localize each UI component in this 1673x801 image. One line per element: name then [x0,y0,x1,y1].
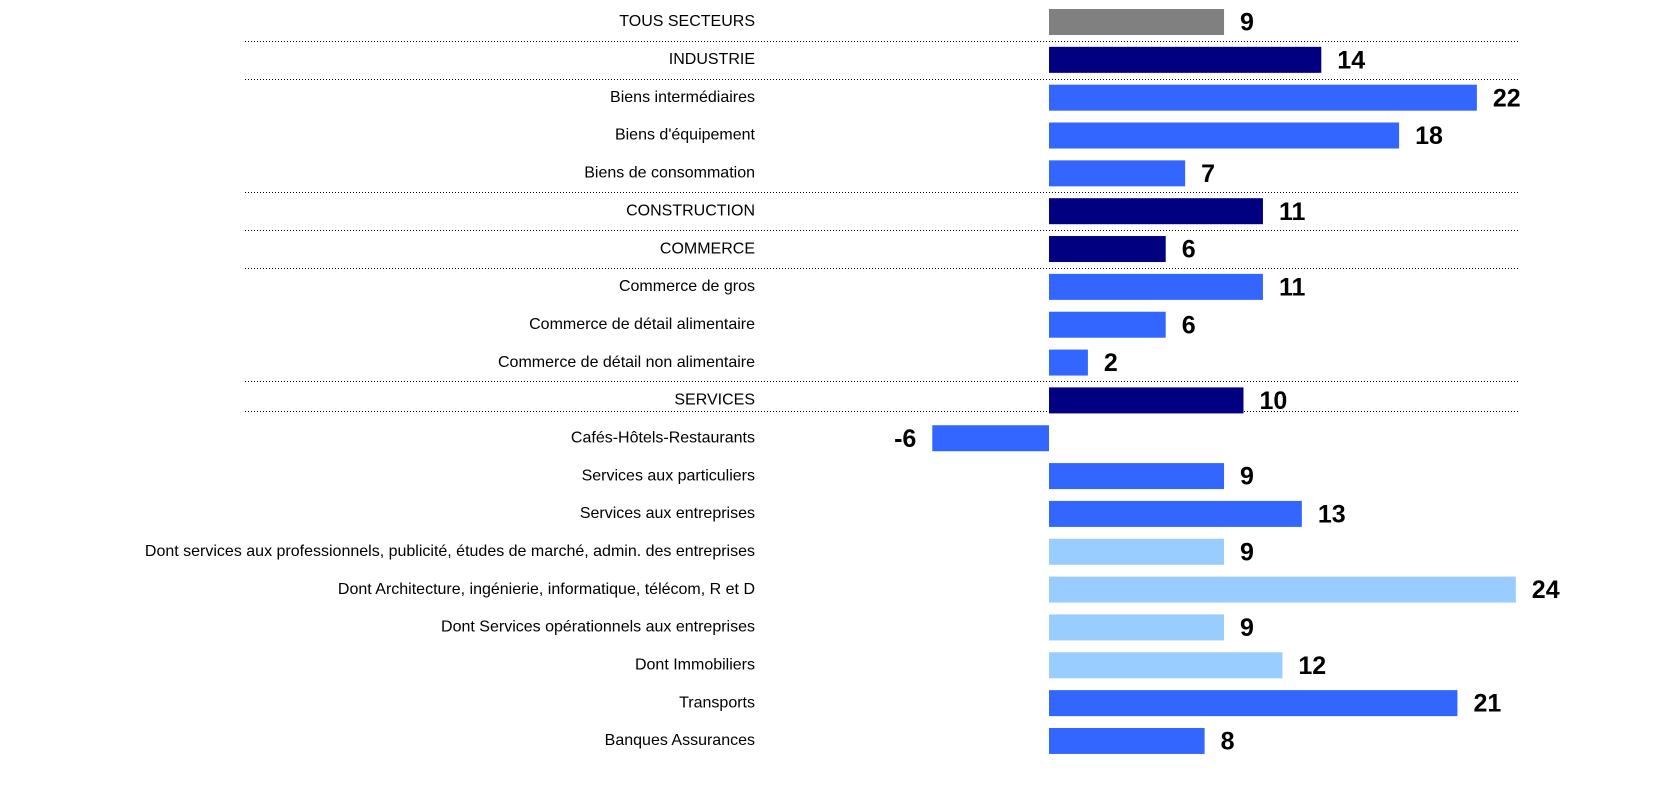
value-label: 14 [1337,46,1365,74]
bar [1049,273,1263,300]
category-label: Dont Architecture, ingénierie, informati… [338,581,755,598]
category-label: Commerce de détail non alimentaire [498,354,755,371]
category-label: Dont services aux professionnels, public… [145,543,755,560]
value-label: 18 [1415,122,1443,150]
bar [1049,160,1186,187]
value-label: 9 [1240,463,1254,491]
value-label: 9 [1240,9,1254,37]
bar [1049,236,1166,263]
category-label: INDUSTRIE [669,51,755,68]
value-label: 2 [1104,349,1118,377]
value-label: 13 [1318,501,1346,529]
bar [1049,614,1225,641]
bar [1049,349,1088,376]
category-label: TOUS SECTEURS [619,13,755,30]
value-label: 12 [1298,652,1326,680]
value-label: 8 [1221,728,1235,756]
category-label: CONSTRUCTION [626,202,755,219]
value-label: 11 [1279,273,1306,301]
bar [1049,122,1400,149]
bar [1049,538,1225,565]
value-label: 10 [1260,387,1288,415]
category-label: Commerce de gros [619,278,755,295]
bar [1049,727,1205,754]
bar [1049,463,1225,490]
category-label: Commerce de détail alimentaire [529,316,755,333]
category-label: Services aux particuliers [582,467,755,484]
category-label: SERVICES [674,392,755,409]
bar [1049,690,1458,717]
value-label: 21 [1473,690,1501,718]
category-label: Transports [679,694,755,711]
category-label: Biens de consommation [584,165,755,182]
bar [1049,311,1166,338]
category-label: Cafés-Hôtels-Restaurants [571,429,755,446]
value-label: 11 [1279,198,1306,226]
value-label: 6 [1182,236,1196,264]
value-label: 7 [1201,160,1215,188]
category-label: Dont Immobiliers [635,656,755,673]
category-label: Banques Assurances [605,732,755,749]
bar [932,425,1049,452]
value-label: 6 [1182,311,1196,339]
value-label: 24 [1532,576,1560,604]
category-label: COMMERCE [660,240,755,257]
bar [1049,198,1263,225]
bar [1049,9,1225,35]
bar [1049,46,1322,73]
bar [1049,500,1302,527]
category-label: Biens d'équipement [615,127,756,144]
category-label: Biens intermédiaires [610,89,755,106]
value-label: 22 [1493,84,1521,112]
category-label: Services aux entreprises [580,505,755,522]
value-label: -6 [894,425,916,453]
value-label: 9 [1240,538,1254,566]
bar [1049,652,1283,679]
bar [1049,576,1516,603]
bar [1049,84,1477,111]
bar [1049,387,1244,414]
category-label: Dont Services opérationnels aux entrepri… [441,619,755,636]
value-label: 9 [1240,614,1254,642]
